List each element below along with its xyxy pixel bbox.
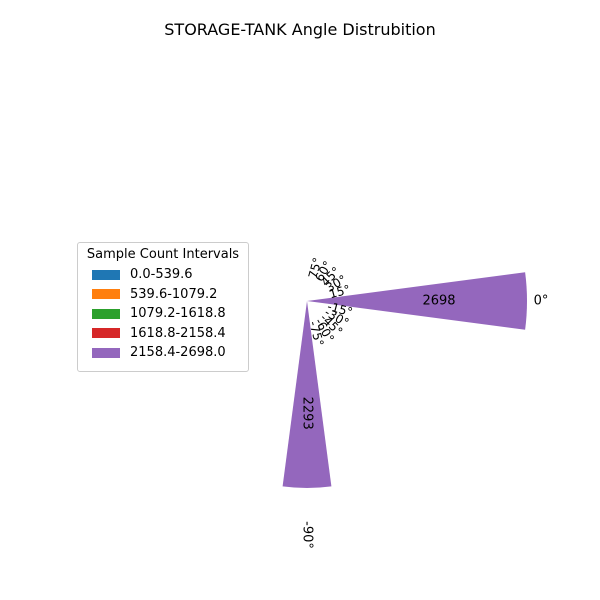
legend-swatch-0 [92,269,120,280]
angle-tick-label-small-5: -15° [326,299,354,319]
legend-label-4: 2158.4-2698.0 [130,345,226,361]
legend-item-1: 539.6-1079.2 [84,285,242,305]
bars-layer [282,272,527,488]
bar-0 [307,272,527,330]
bar-1 [282,301,332,488]
legend-item-2: 1079.2-1618.8 [84,304,242,324]
legend-swatch-4 [92,347,120,358]
legend-label-3: 1618.8-2158.4 [130,325,226,341]
legend-item-0: 0.0-539.6 [84,265,242,285]
legend-item-4: 2158.4-2698.0 [84,343,242,363]
legend-swatch-1 [92,289,120,300]
legend-title: Sample Count Intervals [86,247,240,262]
chart-title: STORAGE-TANK Angle Distrubition [164,20,436,39]
legend-swatch-3 [92,328,120,339]
legend-label-2: 1079.2-1618.8 [130,306,226,322]
bar-value-label-0: 2698 [422,294,455,309]
angle-tick-label-0: 0° [534,294,549,309]
legend: Sample Count Intervals 0.0-539.6 539.6-10… [77,242,249,372]
legend-item-3: 1618.8-2158.4 [84,324,242,344]
legend-label-0: 0.0-539.6 [130,267,193,283]
angle-tick-label-small-4: 15° [328,282,352,301]
legend-items: 0.0-539.6 539.6-1079.2 1079.2-1618.8 1618.8… [84,265,242,363]
angle-tick-label-small-9: -75° [306,320,326,348]
bar-value-label-1: 2293 [300,397,315,430]
angle-tick-label-1: -90° [300,521,315,549]
legend-label-1: 539.6-1079.2 [130,286,218,302]
angle-tick-label-small-0: 75° [306,256,325,280]
legend-swatch-2 [92,308,120,319]
labels-layer: 269822930°-90°75°60°45°30°15°-15°-30°-45… [300,256,549,549]
